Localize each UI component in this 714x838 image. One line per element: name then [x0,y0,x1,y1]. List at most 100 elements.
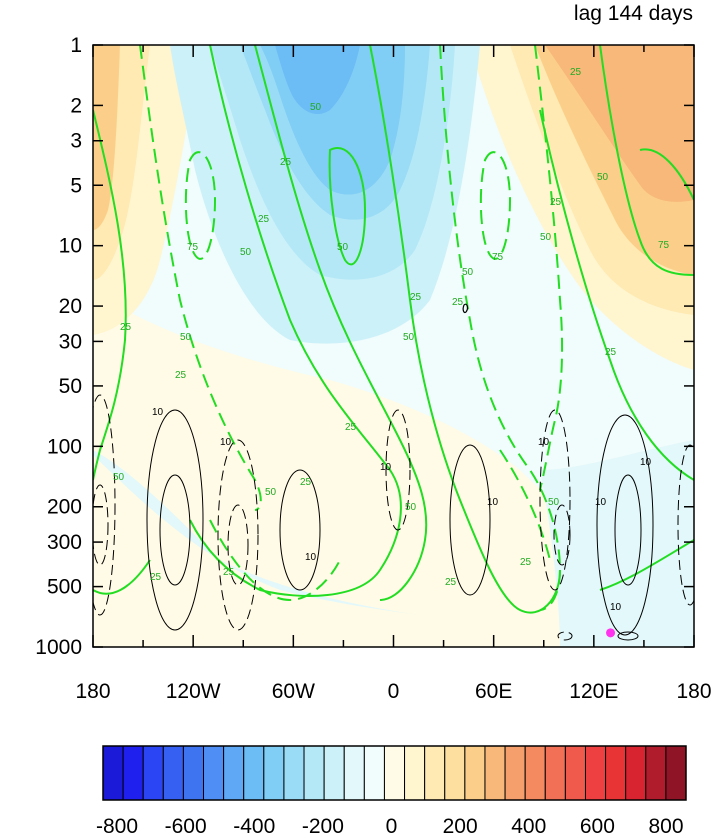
contour-label: 10 [538,437,550,448]
colorbar-swatch [102,745,124,801]
y-tick-label: 5 [70,174,82,197]
field-negative-lower-right [540,440,694,647]
green-dashed-contour-line [479,151,512,260]
x-tick-label: 0 [388,680,400,703]
contour-label: 50 [597,172,609,183]
colorbar-swatch [303,745,325,801]
contour-label: 75 [492,252,504,263]
contour-label: 25 [120,322,132,333]
contour-label: 50 [310,102,322,113]
contour-label: 25 [550,197,562,208]
colorbar-swatch [162,745,184,801]
field-negative-center-5 [275,45,360,115]
field-positive-upper-left-3 [93,45,120,230]
y-tick-label: 200 [47,496,82,519]
colorbar-swatch [444,745,466,801]
green-dashed-contour-line [139,45,262,511]
y-tick-label: 1 [70,34,82,57]
y-tick-label: 10 [59,235,82,258]
y-tick-label: 500 [47,576,82,599]
contour-label: 25 [150,572,162,583]
colorbar-frame [102,745,687,801]
colorbar-swatch [343,745,365,801]
contour-label: 50 [405,502,417,513]
x-tick-label: 120E [569,680,618,703]
colorbar-label: 200 [443,815,478,838]
contour-label: 25 [300,477,312,488]
colorbar-label: -600 [165,815,207,838]
contour-label: 10 [610,602,622,613]
contour-label: 10 [640,457,652,468]
y-tick-label: 1000 [35,636,82,659]
black-contour-line [159,474,191,586]
contour-label: 25 [452,297,464,308]
colorbar-swatch [223,745,245,801]
black-dashed-contour-line [217,439,259,631]
contour-label: 25 [175,370,187,381]
chart-title: lag 144 days [574,2,693,25]
black-dashed-contour-line [677,444,694,606]
colorbar-label: -400 [233,815,275,838]
contour-label: 25 [280,157,292,168]
colorbar-swatch [544,745,566,801]
x-tick-label: 180 [676,680,711,703]
colorbar-swatch [645,745,667,801]
green-dashed-contour-line [499,449,551,561]
contour-label: 10 [380,462,392,473]
contour-label: 25 [410,292,422,303]
green-dashed-contour-line [439,45,562,611]
y-tick-label: 100 [47,435,82,458]
contour-label: 50 [540,232,552,243]
green-contour-line [93,109,127,481]
colorbar-swatch [203,745,225,801]
contour-label: 50 [240,247,252,258]
green-contour-line [93,559,151,595]
contour-label: 10 [487,497,499,508]
x-tick-label: 60E [475,680,512,703]
contour-labels: 25 50 25 75 50 25 25 50 50 25 50 25 25 5… [113,67,670,588]
black-dashed-contour-line [557,631,573,641]
colorbar-swatch [142,745,164,801]
colorbar-swatch [263,745,285,801]
colorbar-swatch [383,745,406,801]
contour-label: 25 [258,214,270,225]
contour-label: 50 [265,487,277,498]
contour-label: 10 [305,552,317,563]
colorbar-label: -200 [302,815,344,838]
black-dashed-contour-line [539,409,571,591]
colorbar-swatch [122,745,144,801]
y-axis: 1 2 3 5 10 20 30 50 100 200 300 500 1000 [35,34,694,659]
black-contour-line [614,474,642,586]
green-contour-line [328,147,367,266]
contour-label: 25 [570,67,582,78]
black-dashed-contour-line [93,484,109,566]
green-contour-line [189,45,402,597]
x-tick-label: 60W [272,680,315,703]
green-dashed-contours [139,45,564,611]
green-dashed-contour-line [209,519,341,602]
black-contour-line [617,631,639,641]
black-contour-line [279,469,321,591]
y-tick-label: 3 [70,130,82,153]
black-dashed-contour-line [385,409,411,531]
green-contour-line [539,109,694,481]
contour-label: 50 [548,497,560,508]
contour-label: 25 [445,577,457,588]
contour-label: 50 [180,332,192,343]
colorbar-swatch [283,745,305,801]
contour-label: 25 [605,347,617,358]
contour-label: 25 [223,567,235,578]
colorbar-swatch [464,745,486,801]
contour-label: 75 [187,242,199,253]
x-tick-label: 180 [75,680,110,703]
colorbar-label: 800 [648,815,683,838]
y-tick-label: 2 [70,94,82,117]
colorbar [102,745,687,801]
black-contour-line [146,409,204,631]
black-contour-line [462,303,469,314]
colorbar-swatch [484,745,506,801]
contour-label: 75 [658,240,670,251]
contour-label: 10 [152,407,164,418]
black-contour-line [449,444,491,596]
green-contour-line [369,45,561,614]
